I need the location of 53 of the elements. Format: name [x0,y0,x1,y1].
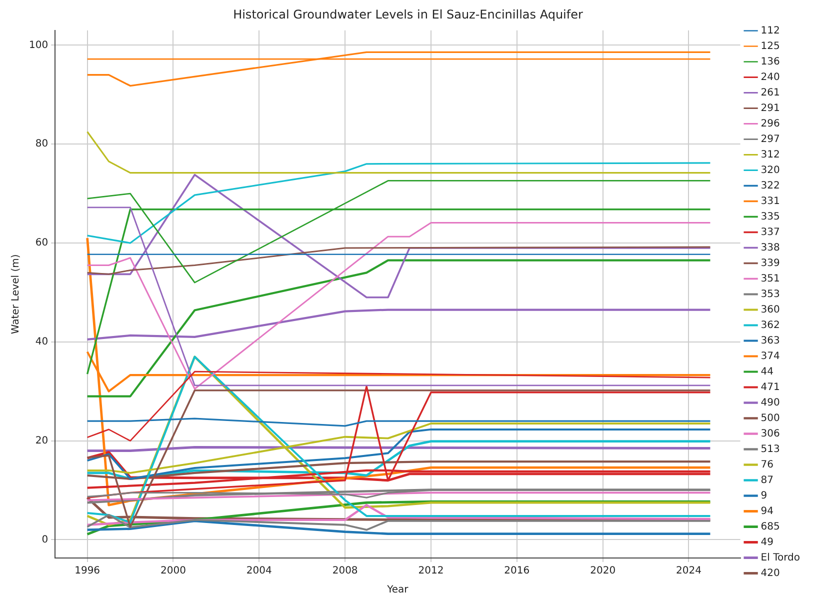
x-axis-title: Year [386,584,410,596]
legend-label: 353 [760,288,780,300]
legend-label: 87 [760,474,774,486]
x-tick-label: 2024 [676,566,702,577]
legend-label: 471 [760,382,780,393]
legend-label: 240 [760,72,780,83]
legend-label: 297 [760,134,780,145]
legend-label: 306 [760,428,780,440]
legend-label: 136 [760,56,780,68]
x-tick-label: 2008 [332,566,358,577]
legend-label: 338 [760,242,780,254]
y-tick-label: 40 [35,336,48,348]
legend-label: 360 [760,304,780,316]
legend-label: 9 [760,490,768,502]
y-tick-label: 100 [28,40,48,51]
legend-label: 685 [760,521,780,532]
x-tick-label: 2016 [504,566,530,577]
legend-label: 291 [760,102,780,114]
legend-label: 363 [760,335,780,346]
legend-label: 125 [760,40,780,52]
chart-title: Historical Groundwater Levels in El Sauz-Encinillas Aquifer [233,7,583,22]
legend-label: 362 [760,320,780,331]
legend-label: 351 [760,273,780,284]
legend-label: 374 [760,350,780,362]
x-tick-label: 2000 [160,566,186,577]
legend-label: 337 [760,226,780,238]
legend-label: 420 [760,568,780,579]
legend-label: 320 [760,164,780,176]
legend-label: 490 [760,397,780,408]
legend-label: 312 [760,149,780,160]
legend-label: 49 [760,536,774,548]
legend-label: 500 [760,412,780,424]
legend-label: 331 [760,196,780,207]
legend-label: 339 [760,258,780,269]
legend-label: 335 [760,211,780,222]
y-axis-title: Water Level (m) [10,254,22,334]
y-tick-label: 60 [35,238,48,249]
legend-label: 76 [760,459,774,470]
y-tick-label: 0 [42,534,48,546]
y-tick-label: 20 [35,435,48,446]
legend-label: 44 [760,366,774,378]
legend-label: 94 [760,506,774,517]
legend-label: 296 [760,118,780,130]
x-tick-label: 1996 [74,566,100,577]
y-tick-label: 80 [35,138,48,150]
legend-label: El Tordo [760,552,800,564]
legend-label: 112 [760,25,780,36]
legend-label: 261 [760,87,780,98]
x-tick-label: 2004 [246,566,272,577]
x-tick-label: 2012 [418,566,444,577]
legend-label: 513 [760,444,780,455]
legend-label: 322 [760,180,780,192]
x-tick-label: 2020 [590,566,616,577]
